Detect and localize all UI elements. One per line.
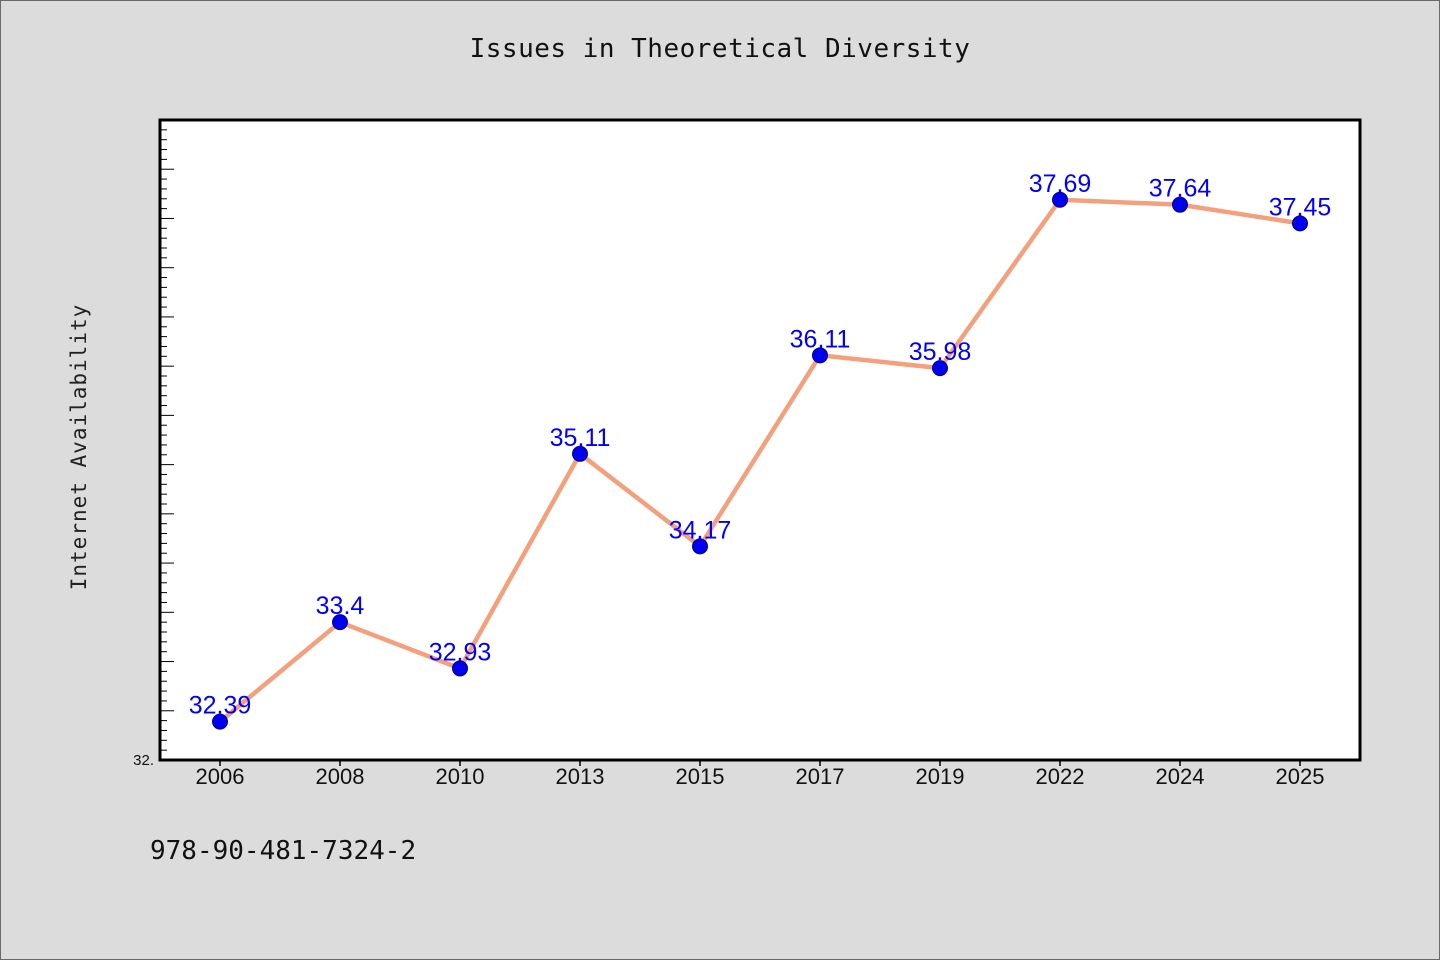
data-label: 37.45 — [1269, 193, 1332, 221]
isbn-footer: 978-90-481-7324-2 — [150, 836, 417, 866]
x-tick-label: 2015 — [676, 764, 725, 789]
series-line — [218, 197, 1301, 724]
x-tick-label: 2008 — [316, 764, 365, 789]
data-point — [692, 538, 708, 555]
data-point — [1052, 191, 1068, 208]
x-tick-label: 2017 — [796, 764, 845, 789]
chart-title: Issues in Theoretical Diversity — [469, 34, 971, 64]
x-tick-label: 2022 — [1036, 764, 1085, 789]
x-tick-label: 2010 — [436, 764, 485, 789]
data-point — [812, 347, 828, 364]
x-tick-label: 2024 — [1156, 764, 1205, 789]
x-tick-label: 2013 — [556, 764, 605, 789]
plot-border — [158, 118, 1362, 762]
data-point — [932, 360, 948, 377]
data-label: 37.69 — [1029, 170, 1092, 198]
x-tick-label: 2025 — [1276, 764, 1325, 789]
plot-area — [160, 120, 1360, 760]
data-point — [1292, 215, 1308, 232]
data-label: 36.11 — [790, 325, 851, 353]
data-point — [572, 445, 588, 462]
data-point — [212, 713, 228, 730]
data-label: 33.4 — [316, 592, 365, 620]
data-label: 32.93 — [429, 638, 492, 666]
x-tick-label: 2006 — [196, 764, 245, 789]
data-label: 34.17 — [669, 516, 732, 544]
y-tick-label: 32. — [133, 752, 154, 769]
data-label: 32.39 — [189, 692, 252, 720]
x-tick-label: 2019 — [916, 764, 965, 789]
data-point — [332, 614, 348, 631]
data-label: 35.98 — [909, 338, 972, 366]
data-label: 37.64 — [1149, 175, 1212, 203]
data-point — [1172, 196, 1188, 213]
data-point — [452, 660, 468, 677]
data-label: 35.11 — [550, 424, 611, 452]
